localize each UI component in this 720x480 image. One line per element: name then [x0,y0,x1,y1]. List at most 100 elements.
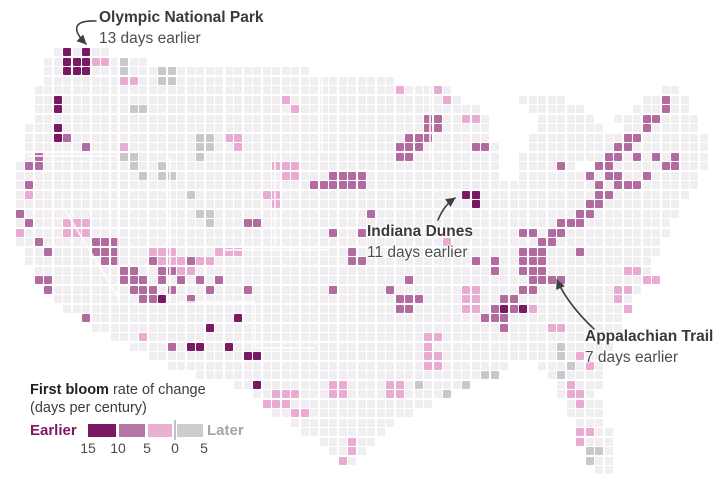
map-cell [424,295,432,303]
map-cell [243,200,252,208]
legend-tick-5-earlier: 5 [143,440,151,456]
map-cell [338,352,347,360]
map-cell [547,361,556,370]
map-cell [357,276,366,284]
map-cell [196,105,204,113]
map-cell [281,228,290,237]
map-cell [547,266,556,275]
map-cell [614,323,622,332]
map-cell [338,380,347,389]
map-cell [462,295,470,303]
map-cell [167,162,176,170]
map-cell [519,266,527,275]
map-cell [595,133,603,142]
map-cell [576,171,584,180]
map-cell [338,133,347,142]
map-cell [215,228,223,237]
map-cell [509,257,518,265]
map-cell [500,257,508,265]
map-cell [576,390,584,398]
map-cell [167,304,176,313]
map-cell [652,171,660,180]
map-cell [338,295,347,303]
map-cell [595,152,603,161]
legend-swatch-5-earlier [148,424,172,437]
map-cell [585,124,594,132]
map-cell [566,238,575,246]
map-cell [690,124,698,132]
map-cell [186,76,195,85]
map-cell [234,314,242,322]
map-cell [91,323,100,332]
map-cell [557,304,565,313]
map-cell [585,190,594,199]
map-cell [186,67,195,75]
map-cell [215,76,223,85]
map-cell [699,143,708,151]
map-cell [101,285,109,294]
map-cell [91,238,100,246]
map-cell [300,219,309,227]
map-cell [443,257,451,265]
map-cell [585,200,594,208]
map-cell [139,247,147,256]
map-cell [376,133,385,142]
map-cell [424,304,432,313]
map-cell [614,276,622,284]
map-cell [319,219,328,227]
map-cell [177,76,185,85]
map-cell [291,152,299,161]
map-cell [15,190,24,199]
map-cell [528,323,537,332]
map-cell [376,380,385,389]
map-cell [262,342,271,351]
map-cell [424,333,432,341]
map-cell [120,238,128,246]
map-cell [471,133,480,142]
map-cell [63,257,71,265]
map-cell [300,323,309,332]
map-cell [53,219,62,227]
map-cell [481,133,489,142]
map-cell [300,95,309,104]
map-cell [329,342,337,351]
map-cell [34,228,43,237]
map-cell [167,228,176,237]
map-cell [481,228,489,237]
map-cell [291,257,299,265]
map-cell [139,152,147,161]
map-cell [633,133,641,142]
map-cell [414,181,423,189]
map-cell [642,162,651,170]
map-cell [348,371,356,379]
map-cell [234,247,242,256]
map-cell [177,219,185,227]
map-cell [433,247,442,256]
map-cell [509,181,518,189]
map-cell [91,76,100,85]
map-cell [443,95,451,104]
map-cell [186,342,195,351]
map-cell [34,238,43,246]
map-cell [471,247,480,256]
map-cell [139,209,147,218]
map-cell [348,380,356,389]
map-cell [262,105,271,113]
map-cell [367,390,375,398]
map-cell [129,162,138,170]
map-cell [386,304,394,313]
map-cell [424,86,432,94]
map-cell [300,171,309,180]
map-cell [281,276,290,284]
map-cell [386,276,394,284]
map-cell [443,228,451,237]
map-cell [338,371,347,379]
map-cell [91,285,100,294]
map-cell [595,323,603,332]
map-cell [642,276,651,284]
map-cell [186,171,195,180]
map-cell [129,124,138,132]
map-cell [623,238,632,246]
map-cell [196,323,204,332]
map-cell [452,333,461,341]
